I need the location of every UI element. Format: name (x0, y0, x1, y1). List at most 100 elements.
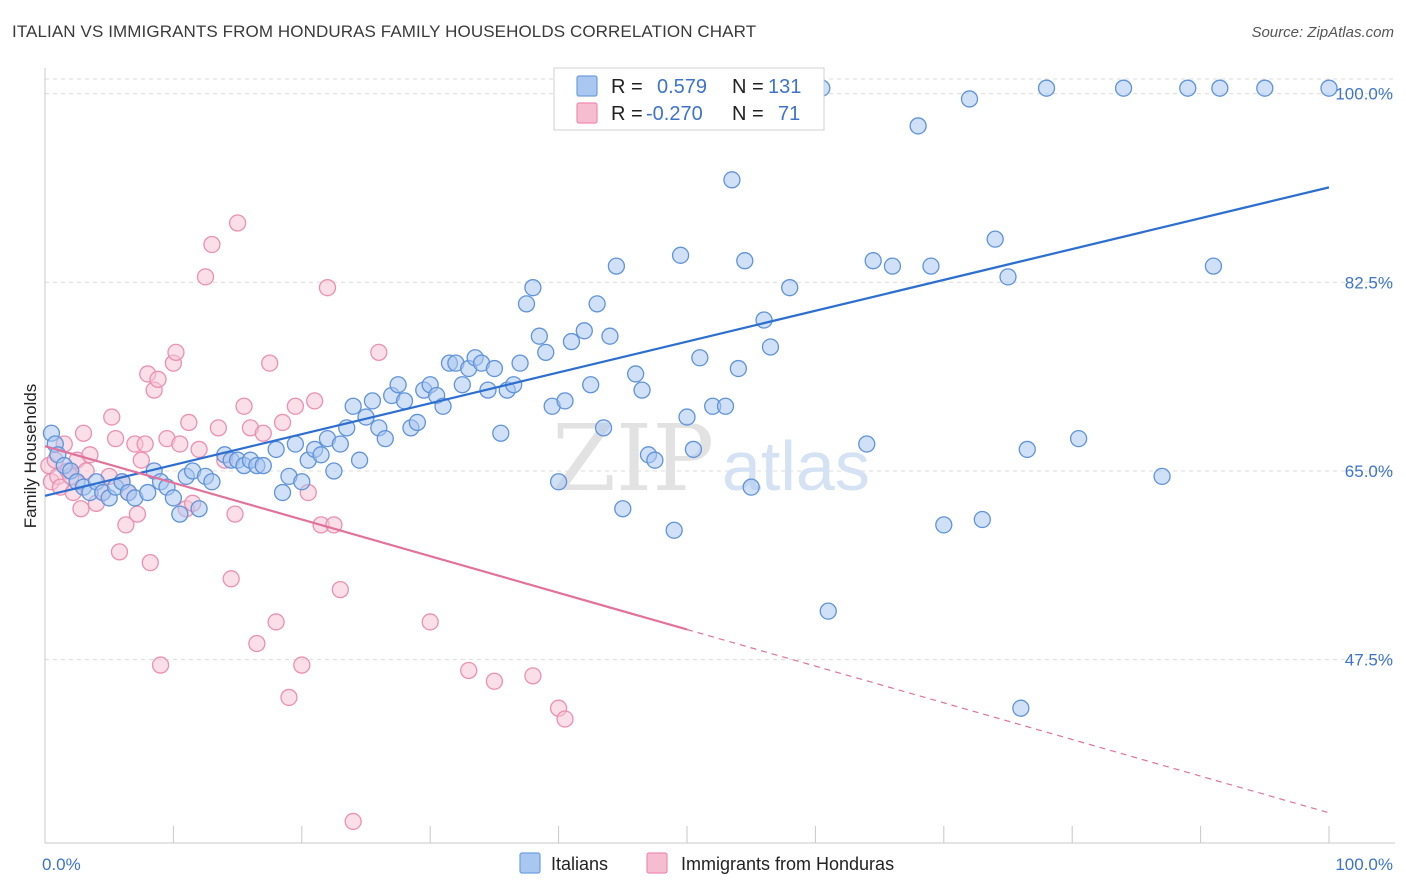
italian-point-43 (331, 435, 349, 453)
stats-swatch-italians (576, 75, 598, 97)
honduras-point-50 (254, 424, 272, 442)
italian-point-127 (1320, 79, 1338, 97)
italian-point-116 (999, 268, 1017, 286)
italian-point-23 (190, 500, 208, 518)
honduras-point-34 (167, 343, 185, 362)
honduras-point-40 (196, 268, 215, 286)
stats-r-value-honduras: -0.270 (646, 103, 703, 125)
italian-point-107 (858, 435, 876, 453)
honduras-point-19 (110, 543, 129, 561)
honduras-trendline-dashed (686, 628, 1330, 814)
italian-point-115 (986, 230, 1004, 248)
stats-n-label: N = (732, 103, 764, 125)
italian-point-15 (139, 483, 157, 502)
honduras-point-10 (72, 500, 90, 518)
y-axis-title: Family Households (21, 384, 40, 529)
italian-point-109 (883, 257, 902, 275)
stats-n-value-honduras: 71 (778, 103, 800, 125)
italian-point-59 (434, 397, 452, 415)
italian-point-20 (171, 505, 189, 523)
legend-label-italians: Italians (551, 854, 608, 874)
honduras-point-56 (293, 656, 311, 674)
italian-point-99 (729, 359, 748, 378)
italian-point-91 (665, 521, 683, 539)
honduras-point-35 (171, 435, 189, 453)
honduras-point-30 (149, 370, 167, 388)
source-credit: Source: ZipAtlas.com (1251, 24, 1394, 41)
italian-point-81 (582, 376, 600, 394)
honduras-point-66 (460, 661, 478, 680)
italian-point-123 (1179, 79, 1197, 97)
italian-point-100 (736, 252, 754, 270)
honduras-point-64 (370, 343, 388, 362)
gridlines (45, 78, 1395, 661)
italian-point-90 (646, 451, 664, 469)
italian-point-83 (594, 419, 613, 437)
italian-point-36 (286, 435, 305, 453)
honduras-point-31 (151, 656, 170, 674)
italian-point-122 (1153, 467, 1171, 486)
italian-point-68 (492, 424, 510, 442)
honduras-point-60 (318, 279, 337, 297)
italian-point-117 (1012, 699, 1030, 717)
italian-point-97 (716, 397, 735, 415)
italian-point-95 (691, 349, 709, 367)
honduras-point-49 (248, 634, 266, 653)
italian-point-103 (761, 338, 780, 356)
y-tick-label-0: 47.5% (1345, 651, 1393, 670)
italian-point-84 (601, 327, 619, 345)
honduras-point-11 (74, 424, 93, 442)
italian-point-124 (1204, 257, 1223, 275)
italian-point-25 (203, 473, 221, 491)
legend-swatch-honduras (646, 852, 668, 874)
y-tick-label-2: 82.5% (1345, 273, 1393, 292)
italian-point-121 (1114, 79, 1133, 97)
honduras-point-37 (180, 413, 198, 432)
italian-point-85 (607, 257, 626, 275)
trendlines (44, 186, 1330, 814)
italian-point-62 (453, 376, 471, 394)
axes (44, 68, 1395, 844)
italian-point-119 (1037, 79, 1056, 97)
italian-point-77 (549, 473, 568, 491)
x-tick-label-max: 100.0% (1335, 855, 1393, 874)
stats-r-value-italians: 0.579 (657, 76, 707, 98)
honduras-point-45 (226, 505, 244, 523)
honduras-point-46 (228, 214, 247, 232)
italian-point-34 (273, 483, 292, 502)
honduras-point-44 (222, 570, 240, 588)
honduras-point-53 (273, 413, 292, 432)
x-tick-label-min: 0.0% (42, 855, 81, 874)
honduras-point-26 (136, 435, 154, 453)
italian-point-50 (376, 429, 394, 448)
italian-point-108 (864, 252, 882, 270)
italian-point-94 (684, 440, 703, 459)
tick-labels: 47.5% 65.0% 82.5% 100.0% 0.0% 100.0% (42, 85, 1393, 874)
legend-swatch-italians (519, 852, 541, 874)
italian-point-79 (562, 332, 581, 351)
honduras-point-21 (117, 516, 135, 534)
italian-point-113 (960, 90, 979, 108)
honduras-point-47 (235, 397, 253, 415)
honduras-point-41 (203, 235, 221, 254)
italian-point-82 (588, 295, 606, 313)
honduras-point-62 (331, 580, 349, 599)
honduras-point-68 (524, 667, 542, 685)
legend-label-honduras: Immigrants from Honduras (681, 854, 894, 874)
honduras-point-54 (280, 688, 298, 707)
italian-point-118 (1018, 440, 1036, 459)
italian-point-88 (633, 381, 651, 399)
stats-box: R = 0.579 N = 131 R = -0.270 N = 71 (553, 67, 825, 131)
italian-point-46 (350, 451, 369, 469)
honduras-point-67 (485, 672, 504, 690)
y-tick-label-1: 65.0% (1345, 462, 1393, 481)
italian-point-111 (922, 257, 940, 275)
honduras-point-65 (421, 613, 439, 631)
chart-title: ITALIAN VS IMMIGRANTS FROM HONDURAS FAMI… (12, 22, 757, 41)
honduras-point-17 (103, 408, 121, 426)
honduras-point-58 (305, 392, 324, 410)
italian-point-93 (678, 408, 696, 426)
italian-point-33 (267, 440, 285, 459)
italian-point-87 (626, 365, 645, 383)
honduras-trendline-solid (44, 445, 688, 631)
